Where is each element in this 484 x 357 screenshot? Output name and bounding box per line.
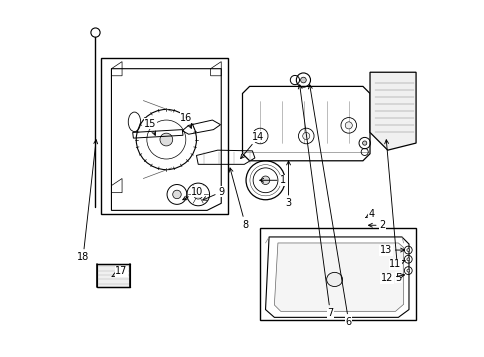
Circle shape — [362, 141, 366, 145]
Text: 13: 13 — [379, 245, 404, 255]
Text: 10: 10 — [182, 187, 203, 200]
Text: 15: 15 — [144, 119, 156, 135]
Ellipse shape — [326, 272, 342, 287]
Text: 7: 7 — [298, 85, 333, 318]
Text: 18: 18 — [77, 140, 97, 262]
Text: 17: 17 — [112, 266, 127, 277]
Text: 16: 16 — [180, 112, 192, 128]
Circle shape — [406, 269, 409, 272]
Text: 4: 4 — [365, 209, 374, 219]
Text: 9: 9 — [202, 187, 224, 200]
Bar — [101, 58, 228, 214]
Polygon shape — [274, 243, 403, 311]
Polygon shape — [369, 72, 415, 150]
Text: 6: 6 — [308, 85, 351, 327]
Bar — [96, 263, 130, 287]
Bar — [260, 228, 415, 320]
Circle shape — [406, 248, 409, 251]
Circle shape — [302, 132, 309, 140]
Circle shape — [160, 133, 172, 146]
Text: 1: 1 — [259, 175, 286, 185]
Circle shape — [300, 77, 305, 83]
Circle shape — [172, 190, 181, 199]
Circle shape — [261, 176, 269, 185]
Text: 8: 8 — [229, 168, 248, 230]
Text: 12: 12 — [380, 273, 404, 283]
Text: 5: 5 — [384, 140, 401, 283]
Circle shape — [345, 122, 351, 129]
Circle shape — [406, 258, 409, 261]
Text: 3: 3 — [285, 161, 291, 208]
Text: 2: 2 — [368, 220, 385, 230]
Text: 11: 11 — [389, 259, 404, 269]
Text: 14: 14 — [240, 132, 264, 159]
Circle shape — [193, 190, 202, 199]
Circle shape — [256, 132, 263, 140]
